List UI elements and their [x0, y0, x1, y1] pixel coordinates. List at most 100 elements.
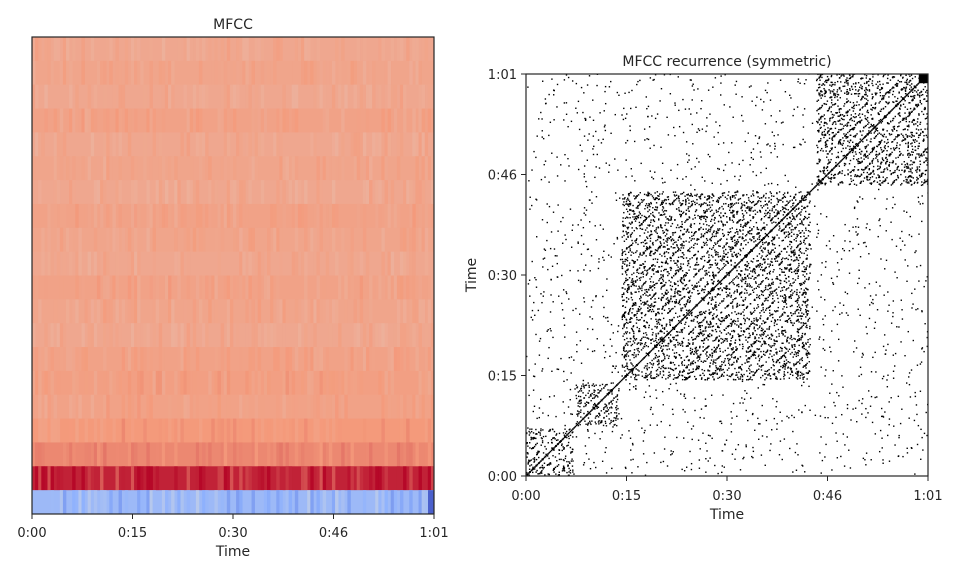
mfcc-cell — [62, 442, 67, 467]
mfcc-cell — [226, 394, 231, 420]
recurrence-point — [670, 225, 672, 227]
recurrence-point — [674, 273, 677, 276]
recurrence-point — [745, 269, 747, 271]
recurrence-point — [742, 334, 744, 336]
mfcc-cell — [381, 227, 385, 253]
recurrence-point — [593, 402, 596, 405]
recurrence-point — [780, 230, 782, 233]
mfcc-cell — [239, 394, 243, 420]
mfcc-cell — [270, 299, 274, 324]
mfcc-cell — [328, 323, 333, 348]
recurrence-point — [778, 254, 780, 256]
recurrence-point — [653, 358, 655, 360]
recurrence-point — [798, 344, 800, 347]
mfcc-cell — [248, 156, 252, 181]
recurrence-point — [639, 213, 641, 215]
mfcc-cell — [137, 275, 141, 300]
recurrence-point — [726, 242, 729, 244]
recurrence-point — [551, 447, 553, 449]
recurrence-point — [790, 235, 793, 237]
mfcc-cell — [430, 394, 434, 420]
recurrence-point — [821, 179, 823, 181]
recurrence-point — [667, 274, 669, 277]
mfcc-cell — [304, 227, 308, 253]
recurrence-point — [722, 247, 724, 249]
mfcc-cell — [134, 466, 138, 491]
recurrence-point — [691, 292, 693, 294]
recurrence-point — [734, 232, 736, 234]
mfcc-cell — [276, 347, 280, 372]
recurrence-point — [820, 180, 822, 182]
recurrence-point — [774, 310, 776, 312]
recurrence-point — [656, 250, 659, 252]
recurrence-point — [750, 343, 752, 346]
recurrence-point — [632, 216, 634, 218]
recurrence-point — [605, 404, 608, 406]
recurrence-point — [711, 209, 713, 211]
recurrence-point — [557, 474, 560, 476]
recurrence-point — [753, 236, 755, 238]
recurrence-point — [599, 389, 602, 392]
recurrence-point — [749, 214, 751, 216]
recurrence-point — [789, 373, 792, 376]
mfcc-cell — [350, 466, 354, 491]
recurrence-point — [722, 267, 724, 269]
recurrence-point — [695, 268, 697, 270]
recurrence-point — [804, 300, 807, 303]
recurrence-point — [568, 431, 571, 434]
recurrence-point — [788, 201, 790, 203]
recurrence-point — [630, 344, 632, 347]
recurrence-point — [711, 373, 713, 376]
mfcc-cell — [106, 132, 110, 157]
mfcc-cell — [161, 84, 166, 110]
mfcc-cell — [233, 180, 237, 205]
recurrence-point — [702, 361, 704, 363]
recurrence-point — [674, 326, 676, 328]
recurrence-point — [667, 367, 670, 369]
mfcc-cell — [409, 251, 413, 276]
mfcc-cell — [56, 418, 61, 443]
mfcc-cell — [412, 394, 416, 420]
recurrence-point — [761, 207, 763, 209]
recurrence-point — [652, 295, 655, 297]
recurrence-point — [706, 204, 709, 207]
mfcc-cell — [226, 203, 231, 229]
mfcc-cell — [242, 275, 246, 300]
recurrence-point — [636, 271, 638, 274]
mfcc-cell — [75, 251, 79, 276]
recurrence-point — [717, 232, 719, 234]
mfcc-cell — [335, 490, 339, 514]
mfcc-cell — [202, 442, 206, 467]
recurrence-point — [633, 261, 635, 263]
recurrence-point — [774, 319, 776, 321]
recurrence-point — [622, 305, 624, 308]
recurrence-point — [778, 274, 781, 276]
mfcc-cell — [427, 466, 432, 491]
recurrence-point — [691, 257, 693, 259]
recurrence-point — [753, 241, 755, 243]
mfcc-cell — [294, 442, 299, 467]
recurrence-point — [703, 202, 706, 204]
mfcc-cell — [62, 323, 67, 348]
recurrence-point — [681, 256, 684, 258]
recurrence-point — [714, 251, 717, 253]
mfcc-cell — [233, 60, 237, 86]
mfcc-cell — [93, 108, 98, 133]
mfcc-cell — [242, 60, 246, 86]
mfcc-cell — [168, 156, 172, 181]
recurrence-point — [710, 236, 713, 239]
mfcc-cell — [81, 156, 85, 181]
recurrence-point — [772, 243, 774, 246]
mfcc-cell — [427, 370, 432, 396]
recurrence-point — [635, 280, 637, 282]
recurrence-point — [757, 340, 760, 342]
mfcc-x-tick-label: 1:01 — [419, 526, 448, 541]
recurrence-point — [622, 217, 624, 219]
recurrence-point — [564, 435, 566, 438]
recurrence-point — [529, 447, 531, 449]
recurrence-point — [767, 299, 769, 302]
mfcc-cell — [106, 37, 110, 62]
recurrence-point — [700, 236, 702, 239]
recurrence-point — [870, 130, 872, 132]
recurrence-point — [798, 312, 800, 314]
